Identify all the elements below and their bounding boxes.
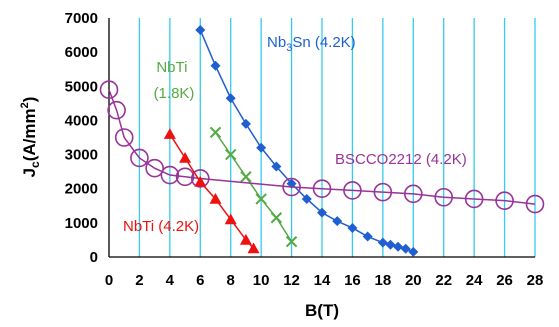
nbti-1-8k-label-line2: (1.8K)	[154, 85, 195, 102]
x-tick-label-28: 28	[527, 272, 544, 289]
series-3-point-1	[179, 151, 192, 163]
series-1	[209, 126, 298, 248]
series-label-bscco2212: BSCCO2212 (4.2K)	[335, 151, 467, 168]
y-axis-label-main: J	[20, 168, 39, 177]
x-axis-label: B(T)	[305, 301, 339, 320]
series-0-point-7	[301, 193, 312, 204]
series-0-point-2	[225, 93, 236, 104]
series-0-point-5	[271, 161, 282, 172]
x-tick-label-2: 2	[135, 272, 143, 289]
x-tick-label-18: 18	[375, 272, 392, 289]
series-label-nbti-1-8k: NbTi (1.8K)	[154, 59, 195, 102]
nb3sn-label-rest: Sn (4.2K)	[292, 34, 355, 51]
y-axis-label: Jc(A/mm2)	[19, 97, 42, 178]
x-tick-label-22: 22	[435, 272, 452, 289]
series-3-point-2	[194, 175, 207, 187]
series-2-point-7	[190, 169, 210, 188]
x-tick-label-6: 6	[196, 272, 204, 289]
x-tick-label-14: 14	[314, 272, 331, 289]
series-0-point-16	[408, 246, 419, 257]
series-2-point-16	[525, 194, 545, 214]
x-tick-label-26: 26	[496, 272, 513, 289]
series-0-point-4	[256, 142, 267, 153]
x-tick-label-12: 12	[283, 272, 300, 289]
y-tick-label-1000: 1000	[65, 215, 98, 232]
x-tick-label-4: 4	[166, 272, 175, 289]
series-0-point-8	[317, 207, 327, 218]
series-0	[195, 24, 419, 257]
series-label-nb3sn: Nb3Sn (4.2K)	[267, 34, 356, 54]
x-tick-label-10: 10	[253, 272, 270, 289]
series-2-point-14	[464, 189, 484, 209]
series-2-point-4	[145, 158, 164, 178]
data-series	[99, 24, 545, 257]
series-0-point-10	[347, 222, 358, 233]
y-axis-label-sub: c	[28, 161, 42, 168]
series-3-point-4	[224, 213, 237, 225]
series-2-point-12	[403, 184, 423, 204]
axes	[108, 18, 535, 258]
series-0-point-9	[332, 216, 343, 227]
y-axis-label-close: )	[20, 97, 39, 103]
series-1-point-0	[209, 126, 222, 139]
nbti-1-8k-label-line1: NbTi	[156, 59, 187, 76]
tick-labels: 0 2 4 6 8 10 12 14 16 18 20 22 24 26 28010002000300040…	[65, 10, 544, 289]
series-1-point-3	[255, 193, 267, 205]
y-tick-label-4000: 4000	[65, 112, 98, 129]
x-tick-label-20: 20	[405, 272, 422, 289]
series-2-point-6	[175, 167, 195, 187]
nb3sn-label-main: Nb	[267, 34, 286, 51]
x-tick-label-8: 8	[227, 272, 235, 289]
series-2-point-5	[160, 165, 180, 185]
series-1-line	[214, 131, 293, 243]
y-axis-label-unit: (A/mm	[20, 108, 39, 161]
series-1-point-4	[270, 212, 283, 224]
series-3-point-5	[239, 233, 252, 245]
series-0-point-11	[362, 231, 373, 242]
y-tick-label-2000: 2000	[65, 181, 98, 198]
series-0-point-12	[377, 237, 388, 248]
x-tick-label-24: 24	[466, 272, 483, 289]
series-label-nbti-4-2k: NbTi (4.2K)	[123, 218, 199, 235]
series-1-point-2	[240, 171, 252, 183]
y-tick-label-3000: 3000	[65, 147, 98, 164]
y-tick-label-6000: 6000	[65, 44, 98, 61]
grid-lines	[138, 18, 536, 257]
series-2-point-15	[495, 191, 514, 210]
series-2-point-9	[312, 179, 332, 199]
series-2-point-2	[114, 128, 134, 147]
y-axis-label-sup: 2	[19, 102, 31, 108]
series-1-point-1	[225, 148, 237, 161]
series-2-point-8	[282, 177, 301, 197]
series-3-point-6	[247, 242, 260, 254]
series-0-point-0	[195, 24, 206, 35]
series-3-point-3	[209, 192, 222, 204]
x-tick-label-16: 16	[344, 272, 361, 289]
series-2-point-11	[373, 182, 393, 202]
series-0-point-1	[210, 60, 221, 71]
y-tick-label-0: 0	[90, 249, 98, 266]
series-1-point-5	[285, 235, 298, 248]
series-3	[163, 128, 260, 254]
series-2-point-3	[130, 148, 149, 168]
series-2-point-0	[99, 80, 119, 99]
series-2-point-1	[107, 100, 126, 120]
y-tick-label-7000: 7000	[65, 10, 98, 27]
series-3-point-0	[163, 128, 176, 139]
nb3sn-label-sub: 3	[286, 42, 292, 54]
x-tick-label-0: 0	[105, 272, 113, 289]
y-tick-label-5000: 5000	[65, 78, 98, 95]
series-2	[99, 80, 545, 214]
series-0-point-15	[400, 243, 411, 254]
series-2-point-10	[343, 181, 362, 200]
series-2-point-13	[434, 187, 454, 207]
series-0-point-13	[385, 239, 396, 250]
series-0-point-14	[393, 241, 404, 252]
series-0-point-3	[240, 118, 251, 129]
